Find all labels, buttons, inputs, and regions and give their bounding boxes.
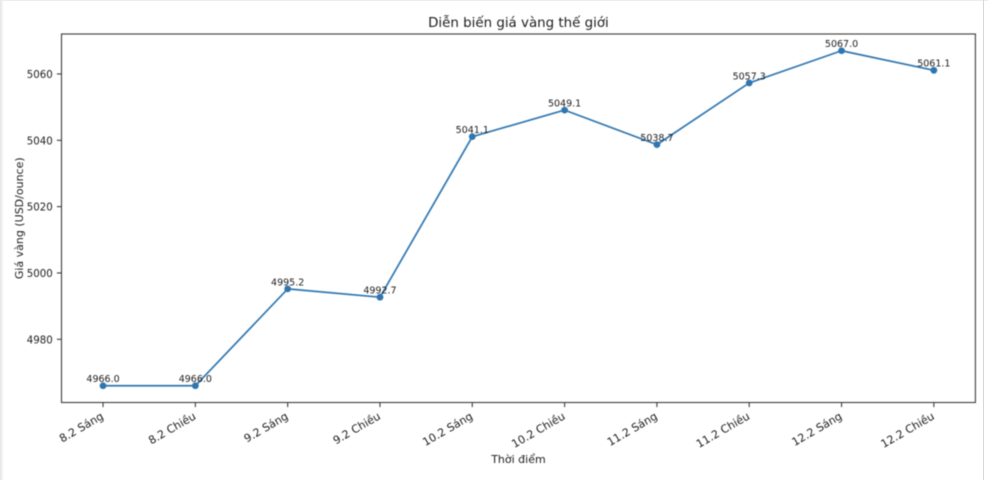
y-tick-label: 5040 xyxy=(27,136,53,147)
x-tick-label: 11.2 Chiều xyxy=(694,410,752,451)
x-tick-label: 9.2 Sáng xyxy=(242,410,291,446)
data-point-label: 5049.1 xyxy=(548,99,581,110)
data-point-marker xyxy=(930,66,938,74)
data-point-marker xyxy=(838,47,845,55)
data-point-label: 4992.7 xyxy=(363,286,396,297)
data-point-label: 5067.0 xyxy=(825,39,858,50)
x-tick-label: 8.2 Chiều xyxy=(146,410,198,447)
x-tick-label: 8.2 Sáng xyxy=(57,410,106,446)
data-point-label: 5061.1 xyxy=(917,59,950,70)
x-tick-label: 10.2 Chiều xyxy=(509,410,567,451)
chart-title: Diễn biến giá vàng thế giới xyxy=(428,14,609,31)
y-tick-label: 5020 xyxy=(27,203,53,214)
data-point-label: 5038.7 xyxy=(640,133,673,144)
data-point-label: 4966.0 xyxy=(86,374,119,385)
data-point-label: 4995.2 xyxy=(271,277,304,288)
axes-box xyxy=(60,33,976,404)
price-line xyxy=(102,49,935,387)
data-point-marker xyxy=(468,133,476,141)
data-point-marker xyxy=(561,106,569,114)
data-point-marker xyxy=(653,141,661,149)
x-tick-label: 12.2 Chiều xyxy=(879,410,937,451)
data-point-label: 5057.3 xyxy=(733,71,766,82)
data-point-marker xyxy=(376,293,384,301)
y-tick-label: 4980 xyxy=(27,335,53,346)
x-tick-label: 12.2 Sáng xyxy=(790,410,845,449)
data-point-marker xyxy=(284,285,292,293)
data-point-marker xyxy=(99,382,107,390)
y-axis-label: Giá vàng (USD/ounce) xyxy=(13,157,26,279)
x-tick-label: 10.2 Sáng xyxy=(420,410,475,449)
data-point-marker xyxy=(191,382,199,390)
data-point-label: 4966.0 xyxy=(179,374,212,385)
x-tick-label: 9.2 Chiều xyxy=(331,410,383,447)
data-point-label: 5041.1 xyxy=(456,125,489,136)
y-tick-label: 5000 xyxy=(27,269,53,280)
x-tick-label: 11.2 Sáng xyxy=(605,410,660,449)
x-axis-label: Thời điểm xyxy=(490,453,546,466)
y-tick-label: 5060 xyxy=(27,70,53,81)
data-point-marker xyxy=(745,79,753,87)
